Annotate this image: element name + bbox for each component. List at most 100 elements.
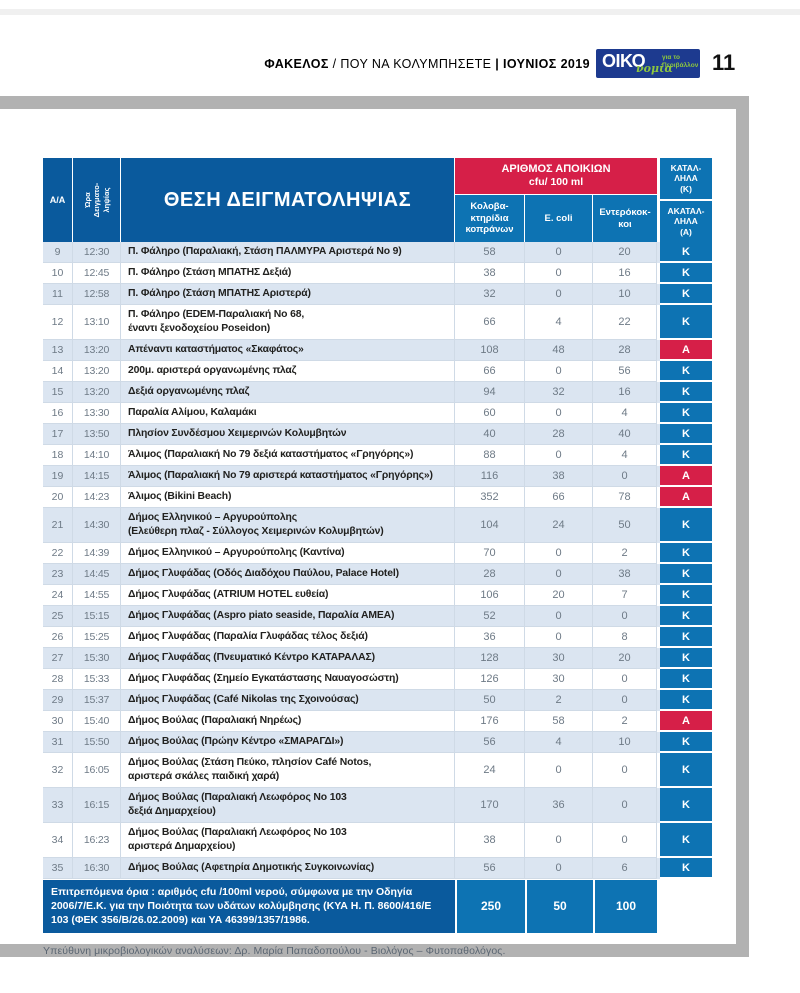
cell-enterococci-count: 20 bbox=[593, 242, 657, 263]
cell-location: Δήμος Γλυφάδας (Aspro piato seaside, Παρ… bbox=[121, 606, 455, 627]
table-row: 29 15:37 Δήμος Γλυφάδας (Café Nikolas της … bbox=[43, 690, 712, 711]
status-badge: Κ bbox=[660, 403, 712, 424]
status-badge: Κ bbox=[660, 424, 712, 445]
cell-location: Δήμος Βούλας (Αφετηρία Δημοτικής Συγκοιν… bbox=[121, 858, 455, 879]
cell-enterococci-count: 8 bbox=[593, 627, 657, 648]
table-row: 31 15:50 Δήμος Βούλας (Πρώην Κέντρο «ΣΜΑΡΑ… bbox=[43, 732, 712, 753]
limits-row: Επιτρεπόμενα όρια : αριθμός cfu /100ml ν… bbox=[43, 879, 712, 933]
status-badge: Κ bbox=[660, 242, 712, 263]
table-row: 18 14:10 Άλιμος (Παραλιακή Νο 79 δεξιά κατ… bbox=[43, 445, 712, 466]
cell-coliform-count: 24 bbox=[455, 753, 525, 788]
cell-enterococci-count: 0 bbox=[593, 753, 657, 788]
cell-sample-time: 15:37 bbox=[73, 690, 121, 711]
cell-location: Δήμος Βούλας (Παραλιακή Λεωφόρος Νο 103 … bbox=[121, 823, 455, 858]
cell-sample-time: 15:25 bbox=[73, 627, 121, 648]
cell-enterococci-count: 0 bbox=[593, 823, 657, 858]
cell-location: Δήμος Βούλας (Στάση Πεύκο, πλησίον Café … bbox=[121, 753, 455, 788]
header-colony-subcolumns: Κολοβα- κτηρίδια κοπράνων E. coli Εντερό… bbox=[455, 194, 657, 242]
cell-sample-time: 14:15 bbox=[73, 466, 121, 487]
cell-sample-time: 13:10 bbox=[73, 305, 121, 340]
header-separator-2: | bbox=[495, 57, 500, 71]
cell-sample-number: 17 bbox=[43, 424, 73, 445]
cell-location: Δήμος Ελληνικού – Αργυρούπολης (Ελεύθερη… bbox=[121, 508, 455, 543]
page-top-edge bbox=[0, 9, 800, 15]
cell-enterococci-count: 0 bbox=[593, 466, 657, 487]
analyst-footnote: Υπεύθυνη μικροβιολογικών αναλύσεων: Δρ. … bbox=[43, 944, 506, 957]
cell-sample-time: 14:10 bbox=[73, 445, 121, 466]
table-row: 35 16:30 Δήμος Βούλας (Αφετηρία Δημοτικής … bbox=[43, 858, 712, 879]
header-colony-band: ΑΡΙΘΜΟΣ ΑΠΟΙΚΙΩΝ cfu/ 100 ml bbox=[455, 158, 657, 194]
table-row: 23 14:45 Δήμος Γλυφάδας (Οδός Διαδόχου Παύ… bbox=[43, 564, 712, 585]
header-separator-1: / bbox=[332, 57, 337, 71]
cell-ecoli-count: 0 bbox=[525, 263, 593, 284]
cell-enterococci-count: 28 bbox=[593, 340, 657, 361]
cell-enterococci-count: 2 bbox=[593, 543, 657, 564]
cell-location: 200μ. αριστερά οργανωμένης πλαζ bbox=[121, 361, 455, 382]
cell-coliform-count: 352 bbox=[455, 487, 525, 508]
header-cell-sample-number: Α/Α bbox=[43, 158, 73, 242]
cell-ecoli-count: 0 bbox=[525, 284, 593, 305]
cell-location: Π. Φάληρο (Στάση ΜΠΑΤΗΣ Δεξιά) bbox=[121, 263, 455, 284]
cell-enterococci-count: 56 bbox=[593, 361, 657, 382]
cell-sample-time: 13:20 bbox=[73, 340, 121, 361]
cell-enterococci-count: 38 bbox=[593, 564, 657, 585]
table-row: 15 13:20 Δεξιά οργανωμένης πλαζ 94 32 16 Κ bbox=[43, 382, 712, 403]
cell-sample-time: 13:30 bbox=[73, 403, 121, 424]
cell-sample-number: 30 bbox=[43, 711, 73, 732]
status-badge: Κ bbox=[660, 732, 712, 753]
cell-sample-time: 15:30 bbox=[73, 648, 121, 669]
table-row: 13 13:20 Απέναντι καταστήματος «Σκαφάτος» 1… bbox=[43, 340, 712, 361]
cell-coliform-count: 40 bbox=[455, 424, 525, 445]
table-row: 12 13:10 Π. Φάληρο (EDEM-Παραλιακή Νο 68, … bbox=[43, 305, 712, 340]
cell-location: Π. Φάληρο (EDEM-Παραλιακή Νο 68, έναντι … bbox=[121, 305, 455, 340]
header-topic: ΠΟΥ ΝΑ ΚΟΛΥΜΠΗΣΕΤΕ bbox=[340, 57, 492, 71]
header-cell-sample-time: Ώρα Δειγματο- ληψίας bbox=[73, 158, 121, 242]
logo-text-script: νομία bbox=[636, 62, 673, 75]
cell-enterococci-count: 0 bbox=[593, 669, 657, 690]
header-colony-group: ΑΡΙΘΜΟΣ ΑΠΟΙΚΙΩΝ cfu/ 100 ml Κολοβα- κτη… bbox=[455, 158, 657, 242]
cell-location: Δήμος Γλυφάδας (Σημείο Εγκατάστασης Ναυα… bbox=[121, 669, 455, 690]
cell-coliform-count: 50 bbox=[455, 690, 525, 711]
cell-sample-number: 27 bbox=[43, 648, 73, 669]
cell-ecoli-count: 38 bbox=[525, 466, 593, 487]
cell-sample-time: 15:15 bbox=[73, 606, 121, 627]
cell-sample-time: 13:20 bbox=[73, 382, 121, 403]
status-badge: Α bbox=[660, 466, 712, 487]
cell-coliform-count: 70 bbox=[455, 543, 525, 564]
cell-ecoli-count: 30 bbox=[525, 648, 593, 669]
table-row: 26 15:25 Δήμος Γλυφάδας (Παραλία Γλυφάδας … bbox=[43, 627, 712, 648]
table-header: Α/Α Ώρα Δειγματο- ληψίας ΘΕΣΗ ΔΕΙΓΜΑΤΟΛΗ… bbox=[43, 158, 712, 242]
oikonomia-logo: ΟΙΚΟ νομία για το Περιβάλλον bbox=[596, 49, 700, 78]
cell-coliform-count: 108 bbox=[455, 340, 525, 361]
cell-ecoli-count: 28 bbox=[525, 424, 593, 445]
table-row: 28 15:33 Δήμος Γλυφάδας (Σημείο Εγκατάστασ… bbox=[43, 669, 712, 690]
page-number: 11 bbox=[712, 50, 736, 75]
status-badge: Κ bbox=[660, 585, 712, 606]
cell-sample-time: 14:45 bbox=[73, 564, 121, 585]
cell-location: Δήμος Γλυφάδας (Οδός Διαδόχου Παύλου, Pa… bbox=[121, 564, 455, 585]
cell-location: Απέναντι καταστήματος «Σκαφάτος» bbox=[121, 340, 455, 361]
cell-sample-time: 16:23 bbox=[73, 823, 121, 858]
table-row: 24 14:55 Δήμος Γλυφάδας (ATRIUM HOTEL ευθε… bbox=[43, 585, 712, 606]
cell-sample-number: 16 bbox=[43, 403, 73, 424]
cell-sample-time: 16:15 bbox=[73, 788, 121, 823]
cell-sample-number: 28 bbox=[43, 669, 73, 690]
cell-coliform-count: 66 bbox=[455, 361, 525, 382]
cell-enterococci-count: 22 bbox=[593, 305, 657, 340]
cell-sample-time: 16:05 bbox=[73, 753, 121, 788]
cell-sample-number: 34 bbox=[43, 823, 73, 858]
table-row: 21 14:30 Δήμος Ελληνικού – Αργυρούπολης (Ε… bbox=[43, 508, 712, 543]
status-badge: Κ bbox=[660, 858, 712, 879]
cell-sample-time: 16:30 bbox=[73, 858, 121, 879]
cell-enterococci-count: 4 bbox=[593, 445, 657, 466]
cell-coliform-count: 106 bbox=[455, 585, 525, 606]
limit-enterococci: 100 bbox=[593, 880, 657, 933]
cell-sample-time: 14:30 bbox=[73, 508, 121, 543]
limit-coliform: 250 bbox=[455, 880, 525, 933]
table-row: 30 15:40 Δήμος Βούλας (Παραλιακή Νηρέως) 17… bbox=[43, 711, 712, 732]
status-badge: Κ bbox=[660, 445, 712, 466]
cell-ecoli-count: 58 bbox=[525, 711, 593, 732]
cell-ecoli-count: 24 bbox=[525, 508, 593, 543]
cell-ecoli-count: 48 bbox=[525, 340, 593, 361]
